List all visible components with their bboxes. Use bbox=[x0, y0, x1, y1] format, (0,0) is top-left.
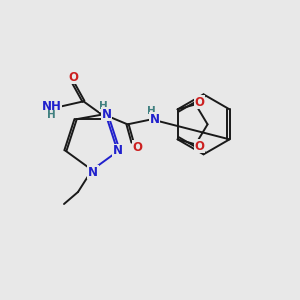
Text: N: N bbox=[101, 108, 112, 121]
Text: H: H bbox=[147, 106, 156, 116]
Text: NH: NH bbox=[41, 100, 62, 113]
Text: O: O bbox=[195, 140, 205, 153]
Text: N: N bbox=[149, 113, 160, 126]
Text: O: O bbox=[133, 141, 142, 154]
Text: N: N bbox=[112, 144, 123, 157]
Text: H: H bbox=[99, 101, 108, 111]
Text: H: H bbox=[47, 110, 56, 120]
Text: O: O bbox=[195, 96, 205, 109]
Text: N: N bbox=[88, 166, 98, 178]
Text: O: O bbox=[68, 71, 79, 84]
